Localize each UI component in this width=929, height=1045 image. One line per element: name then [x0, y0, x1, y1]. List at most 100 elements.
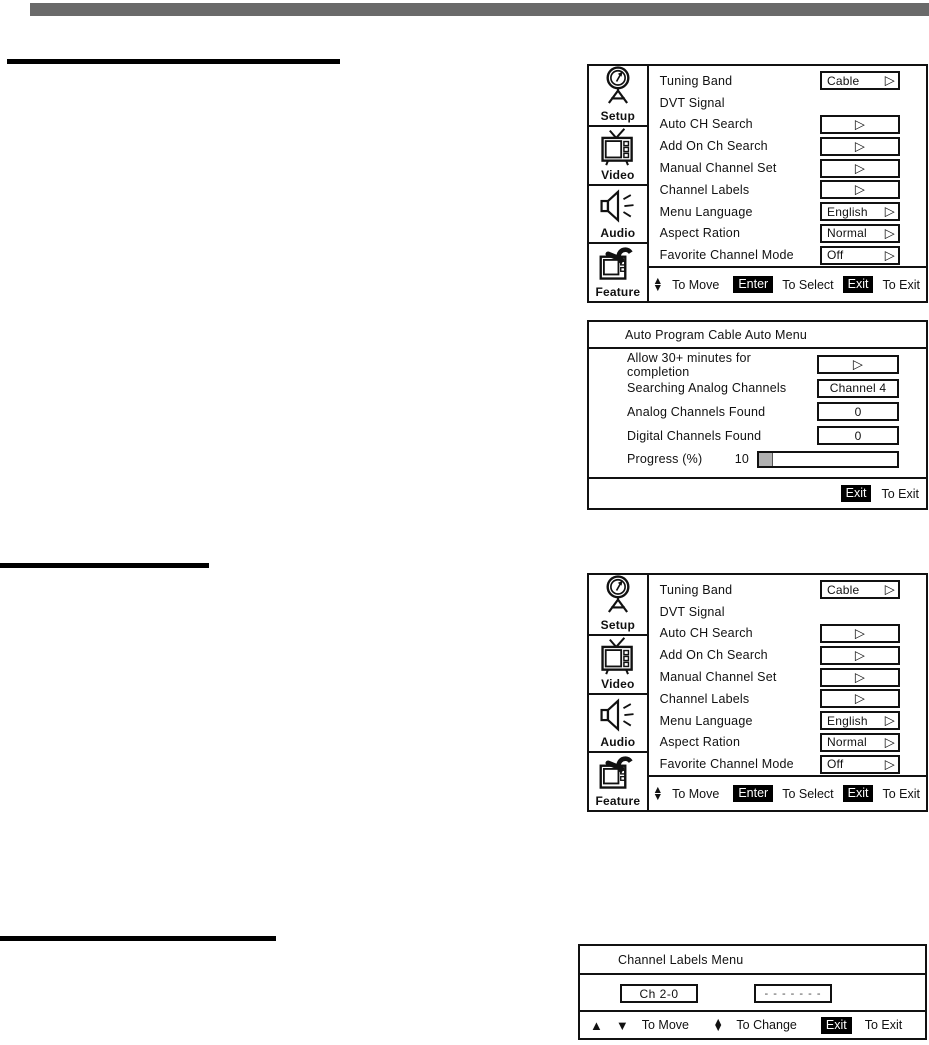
row-label: Searching Analog Channels: [627, 381, 787, 396]
menu-item-label: Aspect Ration: [659, 735, 741, 750]
value-box-channel-labels[interactable]: ▷: [820, 689, 900, 709]
value-box-channel-labels[interactable]: ▷: [820, 180, 900, 200]
menu-row-manual-channel-set[interactable]: Manual Channel Set ▷: [649, 666, 926, 688]
sidebar-item-feature[interactable]: Feature: [589, 751, 647, 810]
sidebar-item-video[interactable]: Video: [589, 125, 647, 184]
right-triangle-icon: ▷: [854, 160, 866, 176]
progress-label: Progress (%): [627, 452, 703, 467]
menu-row-auto-ch-search[interactable]: Auto CH Search ▷: [649, 623, 926, 645]
row-label: Digital Channels Found: [627, 428, 762, 443]
value-box-auto-ch-search[interactable]: ▷: [820, 114, 900, 134]
menu-row-manual-channel-set[interactable]: Manual Channel Set ▷: [649, 157, 926, 179]
menu-row-add-on-ch-search[interactable]: Add On Ch Search ▷: [649, 135, 926, 157]
footer-exit-label: To Exit: [881, 486, 919, 501]
sidebar-item-feature[interactable]: Feature: [589, 242, 647, 301]
menu-row-favorite-channel-mode[interactable]: Favorite Channel Mode Off ▷: [649, 244, 926, 266]
menu-item-label: Tuning Band: [659, 582, 733, 597]
osd-sidebar: Setup Video: [589, 575, 649, 810]
speaker-icon: [597, 188, 639, 226]
sidebar-item-setup[interactable]: Setup: [589, 66, 647, 125]
sidebar-item-label: Audio: [600, 735, 636, 749]
value-box-tuning-band[interactable]: Cable ▷: [820, 580, 900, 600]
value-box-digital-found: 0: [817, 426, 899, 446]
footer-exit-label: To Exit: [882, 277, 920, 292]
menu-content: Tuning Band Cable ▷ DVT Signal Auto CH S…: [648, 66, 926, 301]
signal-meter-icon: [599, 66, 637, 109]
menu-row-tuning-band[interactable]: Tuning Band Cable ▷: [649, 70, 926, 92]
auto-program-menu-screen: Auto Program Cable Auto Menu Allow 30+ m…: [587, 320, 928, 510]
footer-move-label: To Move: [672, 277, 720, 292]
value-text: English: [827, 713, 868, 728]
value-box-menu-language[interactable]: English ▷: [820, 711, 900, 731]
right-triangle-icon: ▷: [854, 116, 866, 132]
menu-footer: ▲ ▼ To Move Enter To Select Exit To Exit: [648, 775, 926, 810]
right-triangle-icon: ▷: [884, 203, 895, 219]
menu-rows: Tuning Band Cable ▷ DVT Signal Auto CH S…: [649, 575, 926, 775]
page-header-bar: [30, 3, 929, 16]
value-box-auto-ch-search[interactable]: ▷: [820, 623, 900, 643]
sidebar-item-audio[interactable]: Audio: [589, 693, 647, 751]
value-text: Normal: [827, 735, 867, 750]
sidebar-item-label: Video: [601, 677, 635, 691]
sidebar-item-label: Setup: [600, 109, 635, 123]
menu-item-label: Auto CH Search: [659, 626, 753, 641]
value-text: English: [827, 204, 868, 219]
menu-row-menu-language[interactable]: Menu Language English ▷: [649, 201, 926, 223]
menu-row-add-on-ch-search[interactable]: Add On Ch Search ▷: [649, 644, 926, 666]
channel-labels-menu-screen: Channel Labels Menu Ch 2-0 - - - - - - -…: [578, 944, 927, 1040]
up-down-arrows-icon: ▲ ▼: [652, 275, 664, 294]
section-heading-rule-3: [0, 936, 276, 941]
sidebar-item-label: Feature: [595, 285, 641, 299]
value-box-aspect-ration[interactable]: Normal ▷: [820, 223, 900, 243]
value-box-tuning-band[interactable]: Cable ▷: [820, 71, 900, 91]
right-triangle-icon: ▷: [884, 247, 895, 263]
menu-row-channel-labels[interactable]: Channel Labels ▷: [649, 179, 926, 201]
menu-row-dvt-signal[interactable]: DVT Signal: [649, 601, 926, 623]
value-box-add-on-ch-search[interactable]: ▷: [820, 136, 900, 156]
value-box-manual-channel-set[interactable]: ▷: [820, 667, 900, 687]
setup-menu-screen-2: Setup Video: [587, 573, 928, 812]
sidebar-item-audio[interactable]: Audio: [589, 184, 647, 242]
menu-row-favorite-channel-mode[interactable]: Favorite Channel Mode Off ▷: [649, 753, 926, 775]
value-box-allow-30-minutes[interactable]: ▷: [817, 355, 899, 375]
menu-body: Ch 2-0 - - - - - - -: [580, 975, 925, 1010]
row-allow-30-minutes[interactable]: Allow 30+ minutes for completion ▷: [589, 351, 926, 379]
value-text: Off: [827, 248, 844, 263]
value-box-menu-language[interactable]: English ▷: [820, 202, 900, 222]
value-box-add-on-ch-search[interactable]: ▷: [820, 645, 900, 665]
value-text: Normal: [827, 226, 867, 241]
menu-item-label: Manual Channel Set: [659, 670, 777, 685]
tv-wrench-icon: [597, 244, 639, 285]
menu-footer: Exit To Exit: [589, 477, 926, 508]
right-triangle-icon: ▷: [884, 72, 895, 88]
menu-row-aspect-ration[interactable]: Aspect Ration Normal ▷: [649, 223, 926, 245]
value-box-favorite-channel-mode[interactable]: Off ▷: [820, 245, 900, 265]
value-box-aspect-ration[interactable]: Normal ▷: [820, 732, 900, 752]
row-analog-channels-found: Analog Channels Found 0: [589, 400, 926, 424]
channel-number-box[interactable]: Ch 2-0: [620, 984, 698, 1003]
menu-row-dvt-signal[interactable]: DVT Signal: [649, 92, 926, 114]
menu-row-tuning-band[interactable]: Tuning Band Cable ▷: [649, 579, 926, 601]
menu-item-label: Channel Labels: [659, 691, 750, 706]
sidebar-item-label: Audio: [600, 226, 636, 240]
exit-key-badge: Exit: [820, 1016, 852, 1034]
menu-row-auto-ch-search[interactable]: Auto CH Search ▷: [649, 114, 926, 136]
menu-row-aspect-ration[interactable]: Aspect Ration Normal ▷: [649, 732, 926, 754]
row-progress: Progress (%) 10: [589, 447, 926, 471]
value-box-manual-channel-set[interactable]: ▷: [820, 158, 900, 178]
menu-item-label: Menu Language: [659, 713, 753, 728]
signal-meter-icon: [599, 575, 637, 618]
menu-row-channel-labels[interactable]: Channel Labels ▷: [649, 688, 926, 710]
menu-item-label: DVT Signal: [659, 95, 725, 110]
footer-change-label: To Change: [736, 1018, 797, 1032]
sidebar-item-video[interactable]: Video: [589, 634, 647, 693]
osd-sidebar: Setup Video: [589, 66, 649, 301]
up-arrow-icon: ▲: [590, 1017, 603, 1033]
up-down-arrows-icon: ▲ ▼: [652, 784, 664, 803]
value-box-favorite-channel-mode[interactable]: Off ▷: [820, 754, 900, 774]
footer-move-label: To Move: [641, 1018, 689, 1032]
channel-label-input-box[interactable]: - - - - - - -: [754, 984, 832, 1003]
section-heading-rule-2: [0, 563, 209, 568]
menu-row-menu-language[interactable]: Menu Language English ▷: [649, 710, 926, 732]
sidebar-item-setup[interactable]: Setup: [589, 575, 647, 634]
